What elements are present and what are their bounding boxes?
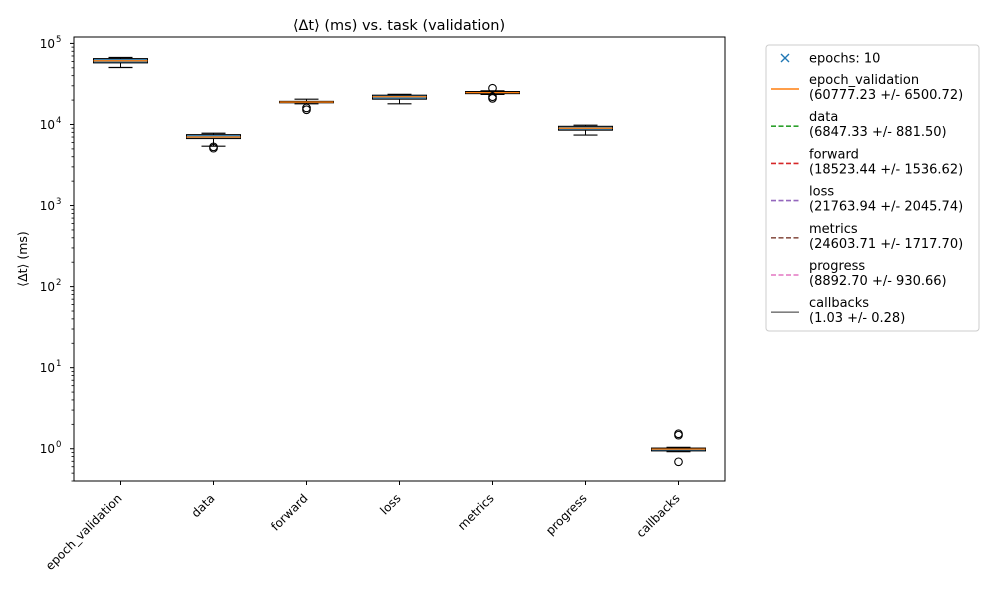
legend-label: progress xyxy=(809,259,865,274)
legend-label: metrics xyxy=(809,222,858,237)
legend-label: epoch_validation xyxy=(809,73,919,88)
legend-entry: forward(18523.44 +/- 1536.62) xyxy=(771,147,963,177)
y-tick-label: 10 xyxy=(40,361,55,375)
legend-entry: metrics(24603.71 +/- 1717.70) xyxy=(771,222,963,252)
y-tick-label: 10 xyxy=(40,442,55,456)
y-tick-label: 10 xyxy=(40,280,55,294)
x-tick-label: callbacks xyxy=(634,491,683,540)
legend-entry: data(6847.33 +/- 881.50) xyxy=(771,110,947,140)
legend-label: callbacks xyxy=(809,296,869,311)
legend-marker-x xyxy=(780,53,790,63)
outlier-point xyxy=(674,429,683,439)
x-tick-label: loss xyxy=(377,491,403,517)
outlier-point xyxy=(488,83,497,93)
box-epoch_validation xyxy=(93,56,148,69)
legend-label: forward xyxy=(809,147,859,162)
box-forward xyxy=(279,98,334,115)
y-tick-label: 10 xyxy=(40,118,55,132)
y-tick-label-exponent: 0 xyxy=(56,440,61,450)
chart-title: ⟨Δt⟩ (ms) vs. task (validation) xyxy=(293,18,505,34)
y-tick-label-exponent: 2 xyxy=(56,278,61,288)
outlier-point xyxy=(209,142,218,152)
y-tick-label: 10 xyxy=(40,199,55,213)
legend-entry: epochs: 10 xyxy=(780,52,880,67)
y-axis-label: ⟨Δt⟩ (ms) xyxy=(15,231,30,287)
box-metrics xyxy=(465,83,520,103)
y-tick-label: 10 xyxy=(40,37,55,51)
box-progress xyxy=(558,124,613,136)
outlier-point xyxy=(674,457,683,467)
legend-stat: (60777.23 +/- 6500.72) xyxy=(809,88,963,103)
y-tick-label-exponent: 4 xyxy=(56,116,61,126)
x-tick-label: data xyxy=(189,491,218,520)
x-tick-label: progress xyxy=(543,491,590,538)
legend-label: epochs: 10 xyxy=(809,52,880,67)
box-callbacks xyxy=(651,429,706,467)
box-data xyxy=(186,132,241,153)
y-tick-label-exponent: 3 xyxy=(56,197,61,207)
legend-stat: (18523.44 +/- 1536.62) xyxy=(809,162,963,177)
legend-stat: (1.03 +/- 0.28) xyxy=(809,311,905,326)
outlier-point xyxy=(302,103,311,113)
legend-entry: callbacks(1.03 +/- 0.28) xyxy=(771,296,905,326)
y-tick-label-exponent: 1 xyxy=(56,359,61,369)
legend-label: data xyxy=(809,110,838,125)
y-tick-label-exponent: 5 xyxy=(56,35,61,45)
legend-stat: (21763.94 +/- 2045.74) xyxy=(809,200,963,215)
box-loss xyxy=(372,93,427,105)
legend-entry: loss(21763.94 +/- 2045.74) xyxy=(771,185,963,215)
legend-frame xyxy=(765,44,980,332)
legend-entry: epoch_validation(60777.23 +/- 6500.72) xyxy=(771,73,963,103)
legend: epochs: 10 epoch_validation(60777.23 +/- … xyxy=(765,44,980,332)
outlier-point xyxy=(302,105,311,115)
x-tick-label: epoch_validation xyxy=(43,491,125,573)
x-tick-label: forward xyxy=(268,491,310,533)
legend-label: loss xyxy=(809,185,834,200)
x-tick-label: metrics xyxy=(455,491,497,533)
legend-stat: (8892.70 +/- 930.66) xyxy=(809,274,947,289)
legend-entry: progress(8892.70 +/- 930.66) xyxy=(771,259,947,289)
legend-stat: (24603.71 +/- 1717.70) xyxy=(809,237,963,252)
legend-stat: (6847.33 +/- 881.50) xyxy=(809,125,947,140)
outlier-point xyxy=(488,92,497,102)
